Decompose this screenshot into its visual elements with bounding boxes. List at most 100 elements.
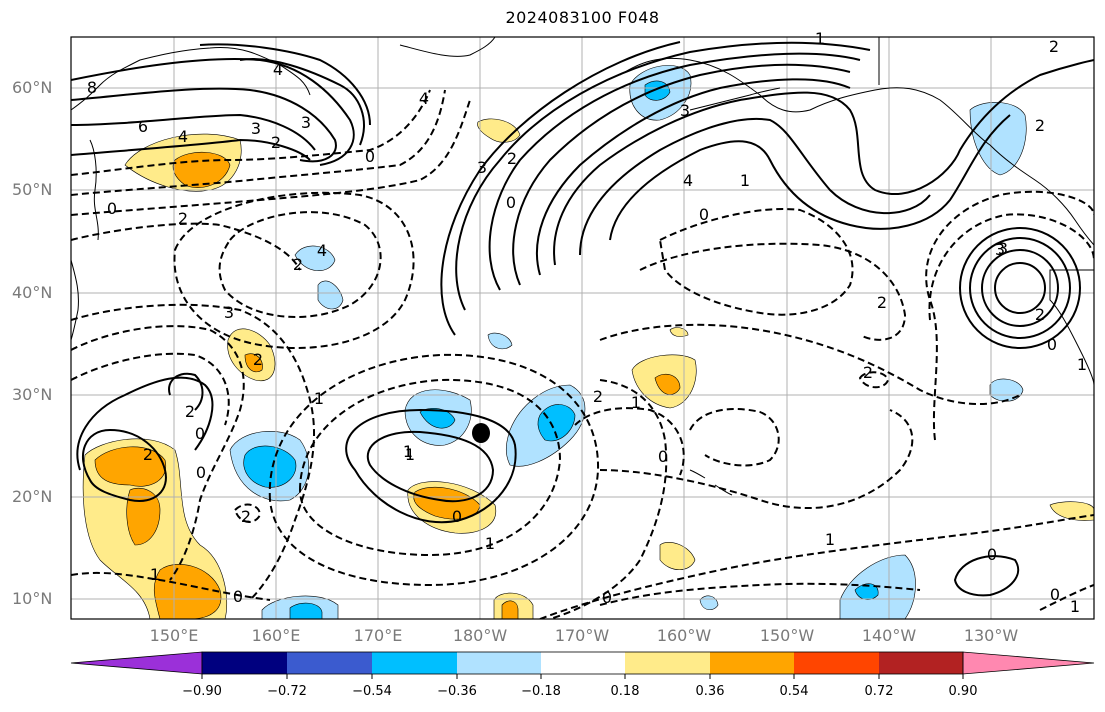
contour-dashed — [574, 407, 685, 476]
colorbar-label: 0.90 — [948, 684, 978, 699]
contour-label: 3 — [998, 239, 1008, 258]
contour-label: 2 — [1035, 116, 1045, 135]
contour-label: 0 — [195, 424, 205, 443]
shade-yellow-160w-15n — [659, 541, 696, 571]
lon-label-150w: 150°W — [759, 626, 815, 645]
contour-solid — [455, 41, 871, 311]
shade-blue-140w-10n — [854, 583, 879, 600]
plot-frame — [70, 36, 1095, 620]
shade-lightblue-170e-45n — [294, 245, 336, 271]
contour-dashed — [71, 325, 245, 581]
contour-label: 3 — [995, 240, 1005, 259]
contour-label: 4 — [419, 89, 429, 108]
contour-label: 1 — [403, 442, 413, 461]
lon-label-140w: 140°W — [861, 626, 917, 645]
contour-labels: 8 6 4 3 2 0 4 3 2 2 4 3 2 0 4 1 0 3 2 4 … — [87, 29, 1087, 616]
contour-dashed — [928, 213, 1094, 321]
contour-solid — [71, 58, 355, 166]
contour-solid — [609, 114, 1011, 241]
contour-solid — [345, 408, 517, 524]
shade-orange-165e — [244, 353, 263, 373]
shade-orange-160w-30n — [654, 373, 681, 395]
contour-label: 1 — [1070, 597, 1080, 616]
colorbar-bin — [287, 652, 372, 674]
contour-dashed — [71, 89, 431, 176]
contour-label: 1 — [825, 530, 835, 549]
coast-japan-kuril — [71, 259, 79, 341]
contour-dashed — [1039, 584, 1094, 611]
contour-dashed — [925, 190, 1094, 441]
contour-label: 4 — [273, 60, 283, 79]
contour-dashed — [71, 89, 446, 196]
contour-dashed — [218, 211, 382, 318]
contour-dashed — [639, 242, 907, 341]
contour-dashed — [71, 99, 471, 216]
lon-label-170w: 170°W — [554, 626, 610, 645]
colorbar-bin — [202, 652, 287, 674]
contour-dashed — [173, 191, 415, 349]
coast-kamchatka — [71, 46, 311, 241]
colorbar-label: −0.72 — [267, 684, 307, 699]
contour-label: 2 — [293, 255, 303, 274]
colorbar-bin — [794, 652, 879, 674]
contour-label: 0 — [987, 545, 997, 564]
contour-label: 3 — [477, 158, 487, 177]
contour-label: 2 — [507, 149, 517, 168]
contour-label: 2 — [877, 293, 887, 312]
contour-label: 0 — [658, 447, 668, 466]
lon-label-170e: 170°E — [353, 626, 403, 645]
contour-label: 3 — [251, 119, 261, 138]
shade-orange-west-2 — [126, 487, 161, 546]
contour-label: 2 — [271, 133, 281, 152]
contour-label: 1 — [485, 534, 495, 553]
shade-yellow-aleutian — [477, 118, 521, 143]
lat-label-20n: 20°N — [12, 487, 53, 506]
colorbar-bin — [879, 652, 963, 674]
contour-label: 0 — [506, 193, 516, 212]
contour-label: 0 — [699, 205, 709, 224]
shade-blue-160e — [243, 445, 297, 488]
contour-label: 1 — [405, 445, 415, 464]
shade-lightblue-175w-32n — [487, 332, 513, 350]
contour-label: 8 — [87, 78, 97, 97]
contour-solid — [76, 376, 214, 471]
contour-label: 1 — [740, 171, 750, 190]
shade-blue-175w — [537, 404, 576, 442]
colorbar — [70, 651, 1095, 679]
contour-label: 0 — [1050, 585, 1060, 604]
contours — [71, 41, 1094, 619]
lon-label-180w: 180°W — [452, 626, 508, 645]
contour-label: 0 — [602, 588, 612, 607]
map-title: 2024083100 F048 — [505, 8, 660, 27]
contour-dashed — [71, 352, 230, 426]
contour-label: 0 — [365, 147, 375, 166]
shade-lightblue-130w-30n — [989, 378, 1024, 402]
lat-label-60n: 60°N — [12, 78, 53, 97]
contour-label: 0 — [233, 587, 243, 606]
contour-label: 4 — [317, 241, 327, 260]
contour-solid — [512, 63, 851, 286]
contour-solid — [440, 41, 681, 336]
lat-label-50n: 50°N — [12, 180, 53, 199]
contour-dashed — [298, 378, 562, 557]
contour-label: 0 — [196, 463, 206, 482]
contour-label: 1 — [314, 389, 324, 408]
graticule — [71, 37, 1094, 619]
contour-label: 2 — [1049, 37, 1059, 56]
coast-canada — [878, 37, 1094, 386]
colorbar-low-extend — [70, 651, 203, 675]
contour-solid — [199, 43, 371, 126]
lat-label-30n: 30°N — [12, 385, 53, 404]
contour-solid-ring — [981, 249, 1059, 327]
contour-label: 2 — [178, 209, 188, 228]
contour-dashed — [71, 303, 315, 601]
contour-solid — [71, 138, 311, 161]
contour-solid — [579, 118, 931, 256]
contour-solid — [71, 87, 337, 163]
colorbar-label: 0.54 — [779, 684, 809, 699]
colorbar-label: −0.36 — [437, 684, 477, 699]
coast-hawaii — [689, 469, 733, 496]
contour-label: 1 — [1077, 355, 1087, 374]
colorbar-bin — [372, 652, 457, 674]
